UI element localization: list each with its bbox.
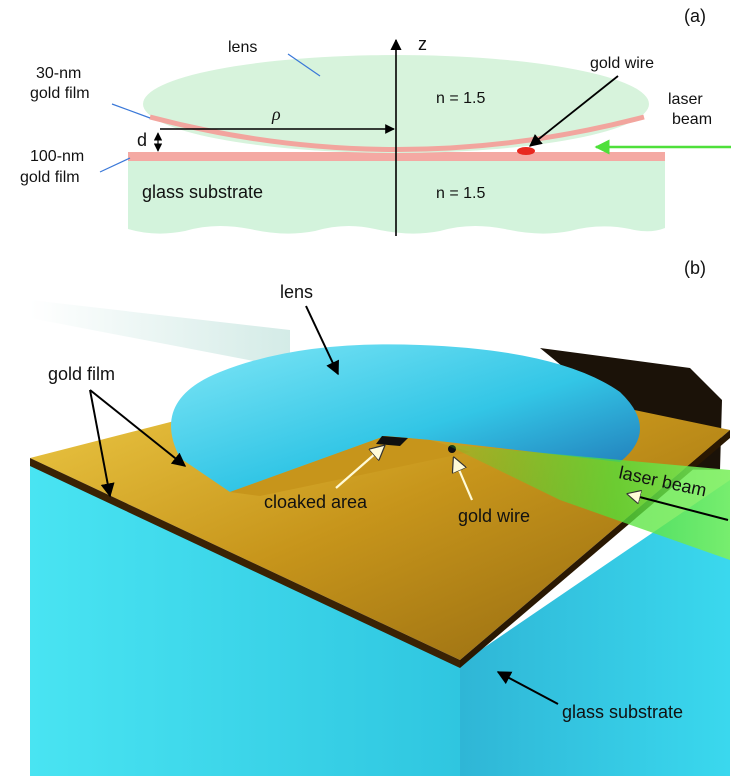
film-30-leader [111, 103, 151, 119]
panel-a-tag: (a) [684, 6, 706, 26]
d-label: d [137, 130, 147, 150]
gold-wire-label-b: gold wire [458, 506, 530, 526]
lens-label-a: lens [228, 39, 257, 56]
cloaked-area-label: cloaked area [264, 492, 368, 512]
laser-arrow-b [628, 494, 729, 521]
gold-film-edge [30, 458, 460, 668]
gold-film-arrow-2 [89, 389, 115, 498]
gold-wire-2d [517, 147, 535, 155]
panel-b: (b) laser beam lens gold film cloa [30, 258, 730, 776]
substrate-label-a: glass substrate [142, 182, 263, 202]
film-30-label-2: gold film [30, 85, 90, 102]
z-axis-label: z [418, 34, 427, 54]
laser-label-1: laser [668, 91, 703, 108]
gold-film-arrow-1 [89, 389, 187, 467]
lens-arrow-b [305, 305, 339, 376]
laser-label-2: beam [672, 111, 712, 128]
gold-wire-label-a: gold wire [590, 55, 654, 72]
cloaked-area-mark [376, 436, 408, 446]
lens-leader-a [287, 53, 321, 77]
n-lens-label: n = 1.5 [436, 90, 485, 107]
film-100-label-1: 100-nm [30, 148, 84, 165]
substrate-label-b: glass substrate [562, 702, 683, 722]
gold-wire-arrow-b [454, 458, 474, 501]
gold-film-label-b: gold film [48, 364, 115, 384]
lens-3d [171, 344, 640, 492]
film-30-label-1: 30-nm [36, 65, 81, 82]
gold-wire-arrow-a [529, 75, 619, 147]
lens-label-b: lens [280, 282, 313, 302]
n-glass-label: n = 1.5 [436, 185, 485, 202]
rho-label: ρ [271, 104, 281, 124]
laser-haze [30, 300, 290, 368]
panel-a: (a) z ρ d n = 1.5 n = 1.5 glass substrat… [20, 6, 731, 236]
film-100-label-2: gold film [20, 169, 80, 186]
glass-left-face [30, 462, 460, 776]
panel-b-tag: (b) [684, 258, 706, 278]
cloaked-area-arrow [335, 446, 384, 489]
laser-beam-3d [445, 444, 730, 560]
glass-right-face [460, 480, 730, 776]
cloaked-notch [230, 436, 470, 496]
substrate-arrow-b [496, 671, 559, 705]
film-100-leader [99, 157, 131, 173]
